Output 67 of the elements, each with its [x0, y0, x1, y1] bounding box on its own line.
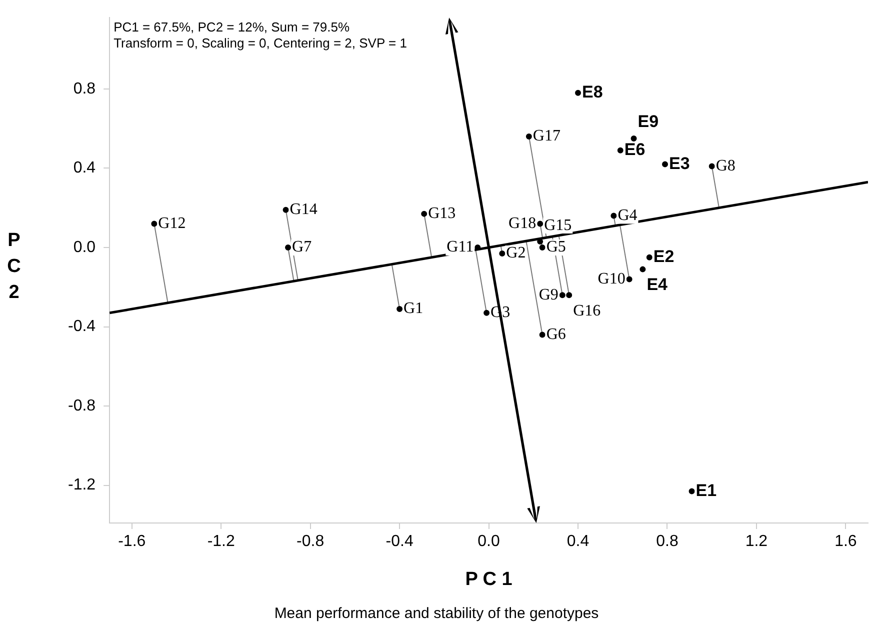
data-label: G17	[532, 128, 560, 145]
annotation: Transform = 0, Scaling = 0, Centering = 2, SVP = 1	[114, 36, 407, 51]
point	[610, 212, 617, 219]
point	[630, 136, 637, 142]
data-label: E4	[646, 274, 668, 294]
data-label: G14	[290, 201, 318, 218]
point	[688, 488, 695, 494]
data-label: G5	[546, 238, 566, 256]
point	[499, 250, 506, 256]
point	[559, 292, 566, 298]
text: Mean performance and stability of the genotypes	[273, 605, 600, 622]
data-label: E6	[624, 140, 646, 160]
point	[539, 244, 546, 251]
data-label: E3	[669, 154, 690, 173]
point	[646, 254, 652, 260]
point	[537, 220, 544, 227]
data-label: G8	[716, 157, 736, 174]
x-tick-label: 0.4	[566, 533, 590, 550]
x-axis-title: P C 1	[465, 568, 513, 590]
data-label: G12	[158, 214, 186, 232]
point	[566, 292, 572, 298]
point	[626, 276, 632, 282]
y-tick-label: 0.8	[73, 80, 96, 98]
x-tick-label: -1.6	[118, 533, 146, 550]
data-label: G18	[508, 214, 536, 232]
x-tick-label: 1.6	[834, 533, 857, 550]
annotation: PC1 = 67.5%, PC2 = 12%, Sum = 79.5%	[114, 20, 350, 35]
y-tick-label: 0.4	[73, 160, 96, 177]
y-tick-label: -1.2	[68, 476, 96, 494]
data-label: G15	[544, 216, 572, 234]
point	[617, 147, 624, 154]
y-axis-title: P C 2	[6, 229, 22, 305]
x-tick-label: -0.4	[386, 533, 414, 550]
data-label: E2	[653, 247, 674, 266]
data-label: G16	[573, 302, 601, 320]
data-label: G2	[506, 244, 526, 262]
x-tick-label: 0.0	[478, 533, 500, 550]
point	[151, 220, 158, 227]
x-tick-label: 0.8	[656, 533, 678, 550]
data-label: E9	[638, 112, 659, 132]
point	[640, 266, 646, 272]
point	[282, 206, 289, 213]
point	[396, 306, 403, 312]
point	[484, 310, 490, 316]
data-label: G4	[618, 207, 638, 224]
data-label: G1	[404, 300, 424, 318]
point	[526, 134, 532, 140]
data-label: G11	[446, 238, 474, 256]
data-label: G6	[546, 326, 566, 343]
point	[421, 210, 428, 217]
data-label: G13	[428, 205, 456, 222]
point	[708, 163, 715, 170]
data-label: G9	[538, 286, 558, 304]
data-label: E8	[582, 82, 603, 102]
point	[285, 244, 292, 251]
data-label: G10	[598, 270, 626, 288]
y-tick-label: -0.4	[68, 318, 96, 336]
x-tick-label: 1.2	[745, 533, 768, 550]
x-tick-label: -0.8	[296, 533, 324, 550]
y-tick-label: -0.8	[68, 397, 96, 414]
point	[662, 161, 668, 168]
point	[539, 332, 546, 338]
data-label: E1	[696, 480, 717, 500]
y-tick-label: 0.0	[73, 238, 96, 256]
x-tick-label: -1.2	[207, 533, 235, 550]
data-label: G7	[292, 238, 312, 256]
point	[575, 90, 582, 96]
